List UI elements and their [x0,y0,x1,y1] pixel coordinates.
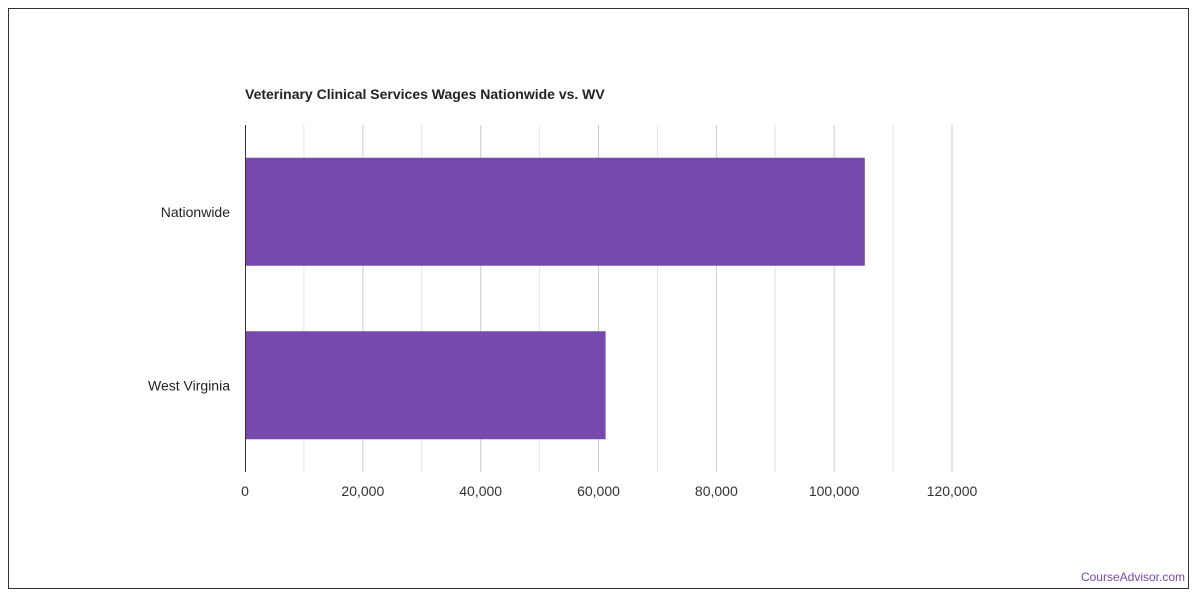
chart-title: Veterinary Clinical Services Wages Natio… [245,86,605,102]
x-tick-label: 0 [241,483,249,499]
x-tick-labels: 0 20,000 40,000 60,000 80,000 100,000 120,000 [241,483,977,499]
x-tick-label: 80,000 [695,483,738,499]
watermark-link[interactable]: CourseAdvisor.com [1080,570,1185,584]
x-tick-label: 60,000 [577,483,620,499]
bar-nationwide [245,157,865,266]
bars [245,157,865,440]
chart-frame [8,8,1189,589]
x-tick-label: 40,000 [459,483,502,499]
category-labels: Nationwide West Virginia [148,204,230,394]
category-label: Nationwide [161,204,230,220]
bar-west-virginia [245,331,606,440]
x-tick-label: 120,000 [927,483,978,499]
category-label: West Virginia [148,377,230,393]
x-tick-label: 100,000 [809,483,860,499]
x-tick-label: 20,000 [341,483,384,499]
